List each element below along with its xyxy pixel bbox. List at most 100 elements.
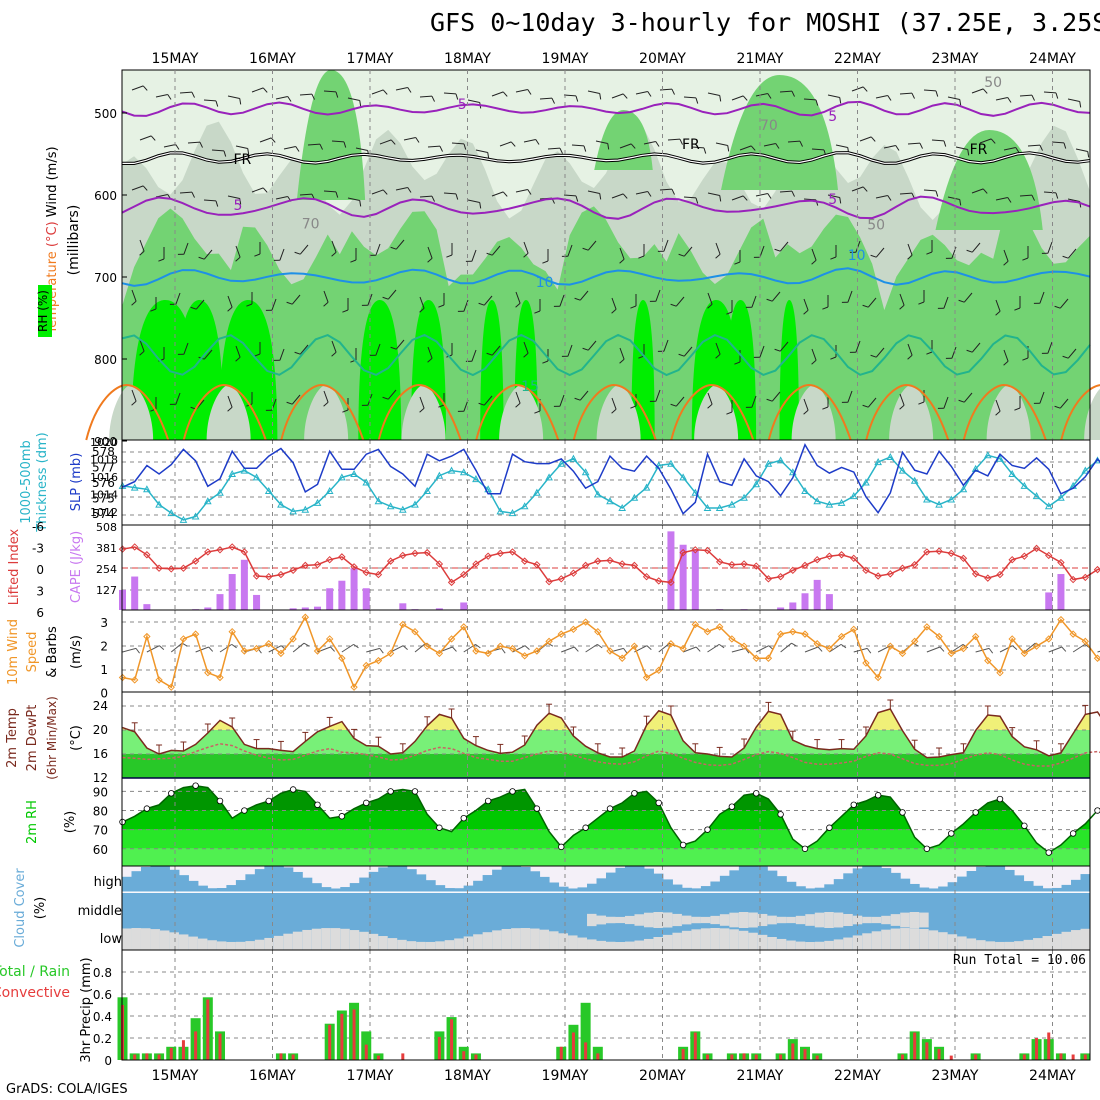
thickness-series-point [203, 497, 212, 505]
upper-wind-barb-feather [982, 188, 988, 194]
contour-label: 10 [536, 275, 554, 291]
upper-wind-barb-feather [286, 401, 293, 405]
wind10m-series-point [435, 649, 444, 658]
upper-wind-barb [867, 297, 877, 308]
upper-wind-barb [875, 195, 888, 199]
thickness-series-point [362, 478, 371, 486]
cloud-mid-bar [947, 893, 958, 950]
upper-wind-barb-feather [319, 143, 323, 150]
rh2m-point [533, 805, 541, 812]
cloud-high-bar [549, 882, 560, 892]
precip-tick-label: 0.8 [93, 966, 112, 980]
cloud-low-bar [577, 937, 588, 950]
thickness-series-point [398, 505, 407, 513]
cloud-high-bar [216, 888, 227, 892]
axis-label-part: 10m Wind [6, 619, 21, 685]
cloud-mid-gap [900, 912, 911, 928]
cloud-high-bar [1080, 874, 1091, 892]
cloud-mid-bar [349, 893, 360, 950]
upper-wind-barb-feather [679, 138, 683, 145]
wind10m-series-point [191, 630, 200, 638]
upper-wind-barb-feather [707, 303, 713, 309]
wind10m-series-point [984, 656, 992, 665]
upper-wind-barb [323, 190, 337, 193]
upper-wind-barb [279, 248, 285, 261]
precip-convective-bar [474, 1054, 478, 1060]
upper-wind-barb [395, 187, 408, 191]
cloud-high-bar [349, 883, 360, 892]
cloud-low-bar [681, 930, 692, 950]
upper-wind-barb-feather [527, 189, 532, 195]
cloud-mid-bar [928, 893, 939, 950]
precip-convective-bar [169, 1047, 173, 1060]
precip-legend-total: Total / Rain [0, 964, 70, 980]
upper-wind-barb-feather [478, 302, 485, 306]
cloud-high-bar [862, 866, 873, 892]
upper-wind-barb [291, 294, 301, 305]
upper-wind-barb-feather [167, 94, 172, 100]
thickness-series-point [752, 480, 761, 488]
cloud-mid-gap [871, 916, 882, 924]
cloud-high-bar [511, 866, 522, 892]
axis-label-part: RH (%) [36, 290, 50, 332]
upper-wind-barb-feather [523, 352, 529, 358]
upper-wind-barb-feather [719, 195, 722, 202]
upper-wind-barb [475, 149, 488, 153]
cape-bar [1045, 592, 1053, 610]
upper-wind-barb-feather [227, 306, 233, 312]
date-tick-bottom: 23MAY [932, 1068, 979, 1084]
thickness-series-point [423, 486, 432, 494]
wind10m-barb-feather [840, 643, 847, 649]
upper-wind-barb [571, 144, 585, 147]
lifted-index-series-point [1020, 552, 1029, 560]
wind10m-barb-feather [475, 643, 481, 649]
cloud-low-bar [530, 928, 541, 950]
cloud-low-bar [653, 936, 664, 950]
precip-convective-bar [791, 1043, 795, 1060]
upper-wind-barb [759, 345, 765, 358]
cloud-high-bar [919, 887, 930, 892]
upper-wind-barb-feather [323, 301, 329, 307]
upper-wind-barb-feather [678, 353, 685, 357]
cloud-low-bar [928, 930, 939, 950]
upper-wind-barb [1067, 348, 1077, 359]
wind10m-series-point [801, 630, 809, 638]
wind10m-barb [756, 645, 769, 653]
wind10m-barb [1072, 643, 1086, 653]
wind10m-barb [341, 643, 354, 653]
cloud-high-bar [662, 879, 673, 892]
lifted-index-series-point [143, 551, 151, 559]
upper-wind-barb-feather [887, 95, 892, 101]
upper-wind-barb-feather [131, 400, 137, 406]
upper-wind-barb [355, 147, 368, 151]
wind10m-series-point [155, 676, 163, 684]
upper-wind-barb-feather [199, 141, 203, 148]
cloud-high-bar [909, 883, 920, 892]
contour-label: 10 [848, 248, 866, 264]
cloud-level-label: middle [78, 904, 122, 919]
temp-contour-20 [85, 383, 170, 441]
upper-wind-barb-feather [439, 145, 443, 152]
cloud-mid-gap [852, 915, 863, 925]
cloud-mid-gap [814, 912, 825, 928]
cloud-mid-gap [824, 912, 835, 928]
precip-convective-bar [730, 1054, 734, 1060]
upper-wind-barb-feather [671, 188, 675, 195]
cloud-low-bar [378, 936, 389, 950]
upper-wind-barb-feather [486, 252, 493, 256]
upper-wind-barb-feather [294, 251, 301, 255]
upper-wind-barb [883, 145, 896, 149]
axis-label-part: Cloud Cover [13, 868, 28, 948]
lifted-index-series-point [325, 556, 334, 564]
upper-wind-barb-feather [734, 361, 741, 365]
thickness-series-point [947, 495, 956, 503]
wind10m-barb [707, 643, 720, 653]
cape-bar [228, 574, 236, 610]
cloud-low-bar [966, 938, 977, 950]
wind10m-barb-feather [231, 643, 237, 649]
upper-wind-barb-feather [262, 87, 268, 93]
rh-dry-hill [596, 385, 641, 440]
cloud-low-bar [473, 934, 484, 950]
cape-bar [131, 576, 139, 610]
